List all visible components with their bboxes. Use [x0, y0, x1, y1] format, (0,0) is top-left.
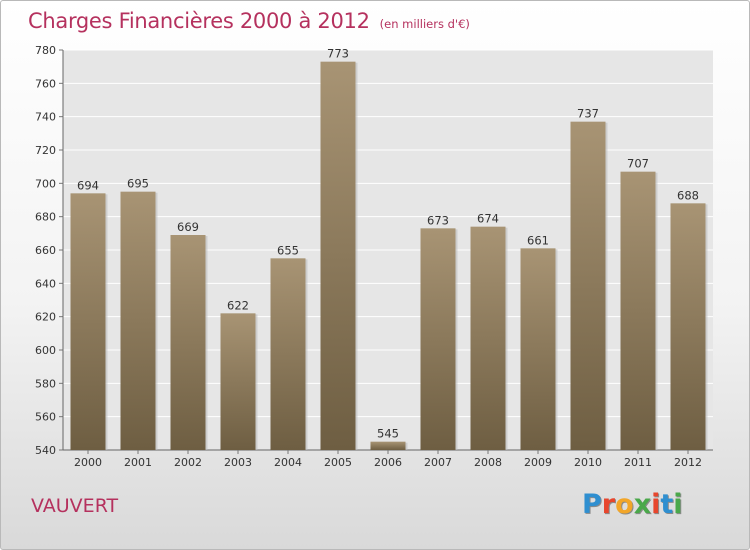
- logo-letter: i: [673, 489, 683, 520]
- y-tick-label: 780: [35, 44, 56, 57]
- y-tick-label: 680: [35, 211, 56, 224]
- bar-2005: [320, 61, 356, 451]
- bar-2007: [420, 228, 456, 450]
- bar-2000: [70, 193, 106, 451]
- data-label: 694: [77, 178, 99, 192]
- data-label: 695: [127, 177, 149, 191]
- y-tick-label: 720: [35, 144, 56, 157]
- data-label: 622: [227, 298, 249, 312]
- chart-subtitle: (en milliers d'€): [379, 17, 470, 31]
- x-tick-label: 2003: [224, 456, 252, 469]
- y-tick-label: 740: [35, 111, 56, 124]
- y-tick-label: 700: [35, 177, 56, 190]
- bar-2004: [270, 258, 306, 450]
- bar-2001: [120, 191, 156, 450]
- x-tick-label: 2010: [574, 456, 602, 469]
- logo-letter: P: [582, 489, 602, 520]
- x-tick-label: 2007: [424, 456, 452, 469]
- data-label: 674: [477, 212, 499, 226]
- x-tick-label: 2008: [474, 456, 502, 469]
- x-tick-label: 2012: [674, 456, 702, 469]
- x-tick-label: 2004: [274, 456, 302, 469]
- proxiti-logo: Proxiti: [582, 489, 683, 520]
- data-label: 669: [177, 220, 199, 234]
- logo-letter: i: [651, 489, 661, 520]
- x-tick-label: 2011: [624, 456, 652, 469]
- data-label: 688: [677, 188, 699, 202]
- y-tick-label: 540: [35, 444, 56, 457]
- x-tick-label: 2006: [374, 456, 402, 469]
- y-tick-label: 580: [35, 377, 56, 390]
- x-tick-label: 2002: [174, 456, 202, 469]
- logo-letter: t: [660, 489, 674, 520]
- data-label: 707: [627, 157, 649, 171]
- x-tick-label: 2009: [524, 456, 552, 469]
- commune-name: VAUVERT: [31, 495, 119, 517]
- y-tick-label: 760: [35, 77, 56, 90]
- y-tick-label: 600: [35, 344, 56, 357]
- bar-2010: [570, 121, 606, 451]
- y-tick-label: 640: [35, 277, 56, 290]
- y-tick-label: 660: [35, 244, 56, 257]
- y-tick-label: 560: [35, 411, 56, 424]
- logo-letter: r: [601, 489, 616, 520]
- x-tick-label: 2001: [124, 456, 152, 469]
- data-label: 655: [277, 243, 299, 257]
- data-label: 661: [527, 233, 549, 247]
- x-tick-label: 2000: [74, 456, 102, 469]
- data-label: 545: [377, 427, 399, 441]
- bar-2012: [670, 203, 706, 450]
- bar-2006: [370, 441, 406, 450]
- bar-2009: [520, 248, 556, 450]
- bar-2011: [620, 171, 656, 450]
- logo-letter: x: [633, 489, 652, 520]
- data-label: 737: [577, 107, 599, 121]
- bar-2003: [220, 313, 256, 450]
- x-tick-label: 2005: [324, 456, 352, 469]
- logo-letter: o: [615, 489, 634, 520]
- chart-title-text: Charges Financières 2000 à 2012: [28, 9, 370, 33]
- y-tick-label: 620: [35, 311, 56, 324]
- bar-2002: [170, 235, 206, 450]
- chart-title: Charges Financières 2000 à 2012 (en milli…: [28, 9, 470, 33]
- bar-2008: [470, 226, 506, 450]
- data-label: 773: [327, 47, 349, 61]
- data-label: 673: [427, 213, 449, 227]
